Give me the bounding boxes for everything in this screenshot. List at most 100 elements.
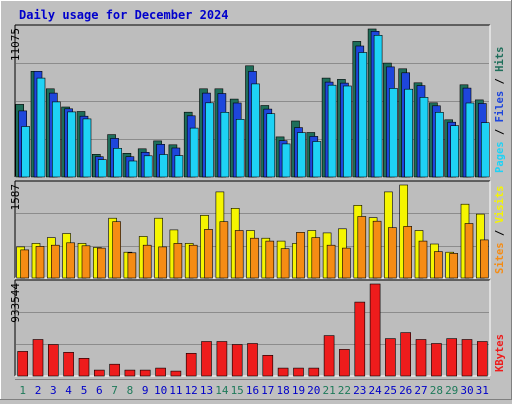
bar-sites-day-20 [311,237,321,279]
bar-pages-day-22 [343,85,352,178]
bar-kbytes-day-3 [47,344,59,377]
day-label-22: 22 [338,384,351,397]
bar-sites-day-28 [434,251,443,279]
panel-2-legend: Sites / Visits [494,185,506,274]
bar-pages-day-4 [67,111,76,178]
bar-pages-day-24 [373,34,383,178]
bar-sites-day-15 [234,230,244,279]
bar-sites-day-3 [50,244,60,279]
day-label-27: 27 [414,384,427,397]
bar-pages-day-28 [435,112,444,178]
bar-sites-day-21 [326,244,336,279]
bar-sites-day-10 [158,246,167,279]
panel-3-legend: KBytes [494,334,506,372]
bar-kbytes-day-23 [354,301,366,377]
bar-kbytes-day-5 [78,357,90,377]
bar-sites-day-8 [127,252,137,279]
day-label-12: 12 [185,384,198,397]
bar-sites-day-17 [265,240,275,279]
bar-kbytes-day-2 [32,339,44,377]
bar-kbytes-day-30 [461,339,473,377]
bar-sites-day-1 [20,249,30,279]
panel-1-legend: Pages / Files / Hits [494,47,506,173]
bar-kbytes-day-27 [415,339,427,377]
day-label-2: 2 [35,384,42,397]
bar-pages-day-21 [327,84,337,178]
bar-sites-day-25 [388,227,397,279]
bar-sites-day-6 [97,247,106,279]
bar-kbytes-day-28 [431,343,442,377]
day-label-28: 28 [430,384,443,397]
bar-pages-day-30 [465,102,475,178]
bar-pages-day-8 [128,160,138,178]
bar-kbytes-day-15 [231,344,243,377]
day-label-3: 3 [50,384,57,397]
bar-kbytes-day-1 [17,351,29,377]
bar-pages-day-12 [189,127,199,178]
bar-pages-day-13 [205,102,214,178]
day-label-4: 4 [65,384,72,397]
bar-kbytes-day-7 [109,363,120,377]
day-label-21: 21 [322,384,335,397]
bar-sites-day-30 [464,223,474,279]
day-label-31: 31 [476,384,489,397]
bar-kbytes-day-16 [247,343,258,377]
bar-pages-day-25 [389,88,398,178]
day-label-18: 18 [276,384,289,397]
day-label-14: 14 [215,384,229,397]
bar-sites-day-27 [418,240,428,279]
bar-kbytes-day-18 [277,367,289,377]
bar-sites-day-7 [112,221,121,279]
day-label-23: 23 [353,384,366,397]
bar-kbytes-day-12 [185,352,197,377]
bar-sites-day-4 [66,242,75,279]
bar-sites-day-22 [342,247,351,279]
bar-kbytes-day-13 [201,341,212,377]
bar-pages-day-10 [159,154,168,178]
panel-3-max-label: 933544 [9,283,22,323]
bar-sites-day-9 [142,244,152,279]
bar-pages-day-20 [312,141,322,178]
chart-title: Daily usage for December 2024 [19,8,229,22]
day-label-25: 25 [384,384,397,397]
day-label-1: 1 [19,384,26,397]
bar-sites-day-5 [81,245,91,279]
bar-pages-day-16 [251,83,260,178]
bar-kbytes-day-21 [323,335,335,377]
bar-pages-day-15 [235,119,245,178]
bar-sites-day-26 [403,226,413,279]
day-label-15: 15 [231,384,244,397]
bar-kbytes-day-10 [155,367,166,377]
bar-pages-day-14 [220,112,230,178]
day-label-19: 19 [292,384,305,397]
bar-pages-day-9 [143,155,153,178]
bar-pages-day-26 [404,88,414,178]
day-label-5: 5 [81,384,88,397]
day-label-16: 16 [246,384,259,397]
bar-pages-day-11 [174,155,184,178]
day-label-26: 26 [399,384,412,397]
bar-kbytes-day-9 [139,369,151,377]
bar-pages-day-5 [82,118,92,178]
bar-kbytes-day-4 [63,351,74,377]
bar-sites-day-2 [35,246,45,279]
panel-1-max-label: 11075 [9,28,22,61]
day-label-17: 17 [261,384,274,397]
panel-2-max-label: 1587 [9,184,22,211]
bar-sites-day-16 [250,237,259,279]
day-label-30: 30 [460,384,473,397]
bar-pages-day-2 [36,77,46,178]
bar-pages-day-23 [358,52,368,178]
bar-sites-day-31 [479,239,489,279]
day-label-24: 24 [368,384,382,397]
bar-kbytes-day-22 [339,349,350,377]
bar-pages-day-18 [281,143,291,178]
bar-pages-day-19 [297,132,306,178]
bar-kbytes-day-8 [124,369,136,377]
bar-kbytes-day-19 [293,367,304,377]
bar-sites-day-13 [204,229,213,279]
bar-sites-day-19 [296,232,305,279]
bar-sites-day-29 [449,253,459,279]
bar-sites-day-18 [280,248,290,279]
